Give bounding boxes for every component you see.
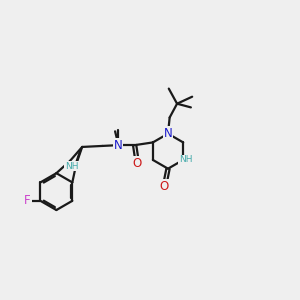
Text: NH: NH xyxy=(179,155,192,164)
Text: N: N xyxy=(164,127,172,140)
Text: O: O xyxy=(159,180,168,193)
Text: O: O xyxy=(132,157,141,170)
Text: NH: NH xyxy=(65,162,78,171)
Text: F: F xyxy=(24,194,31,207)
Text: N: N xyxy=(114,139,122,152)
